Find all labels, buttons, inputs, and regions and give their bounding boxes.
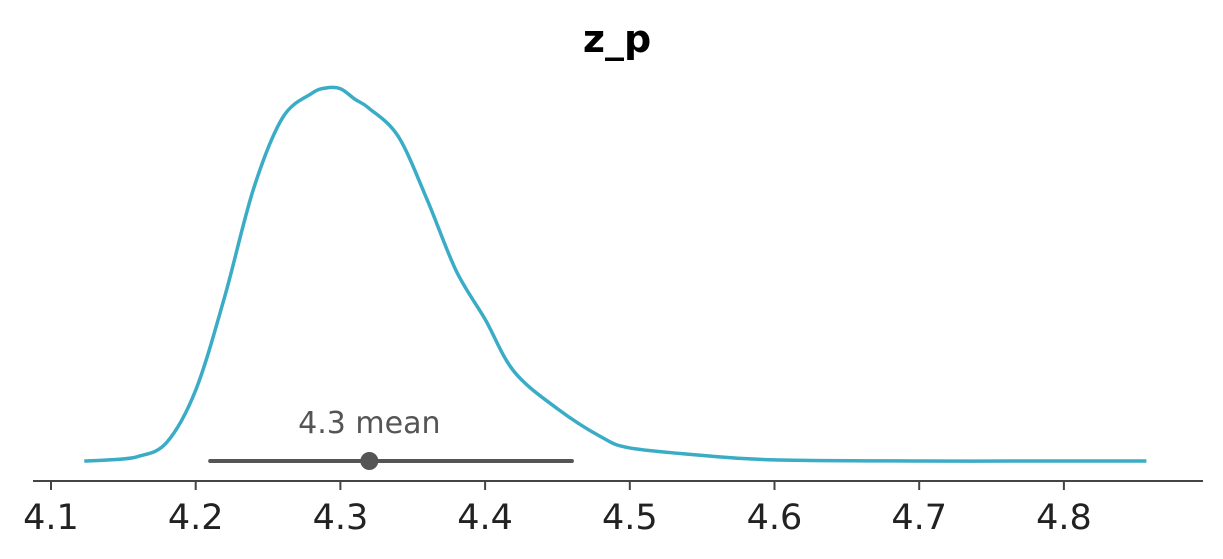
x-tick-label: 4.7 [891,498,947,538]
chart-title: z_p [583,17,651,61]
x-tick-label: 4.4 [457,498,513,538]
plot-area [84,85,1147,470]
x-tick-label: 4.2 [168,498,224,538]
point-estimate-label: 4.3 mean [298,406,440,441]
x-tick-label: 4.8 [1036,498,1092,538]
x-tick-label: 4.3 [313,498,369,538]
x-tick-label: 4.6 [747,498,803,538]
density-curve [84,85,1147,463]
point-estimate-marker [360,452,379,470]
x-tick-label: 4.5 [602,498,658,538]
x-tick-label: 4.1 [23,498,79,538]
x-axis-ticks: 4.1 4.2 4.3 4.4 4.5 4.6 4.7 4.8 [23,481,1092,538]
